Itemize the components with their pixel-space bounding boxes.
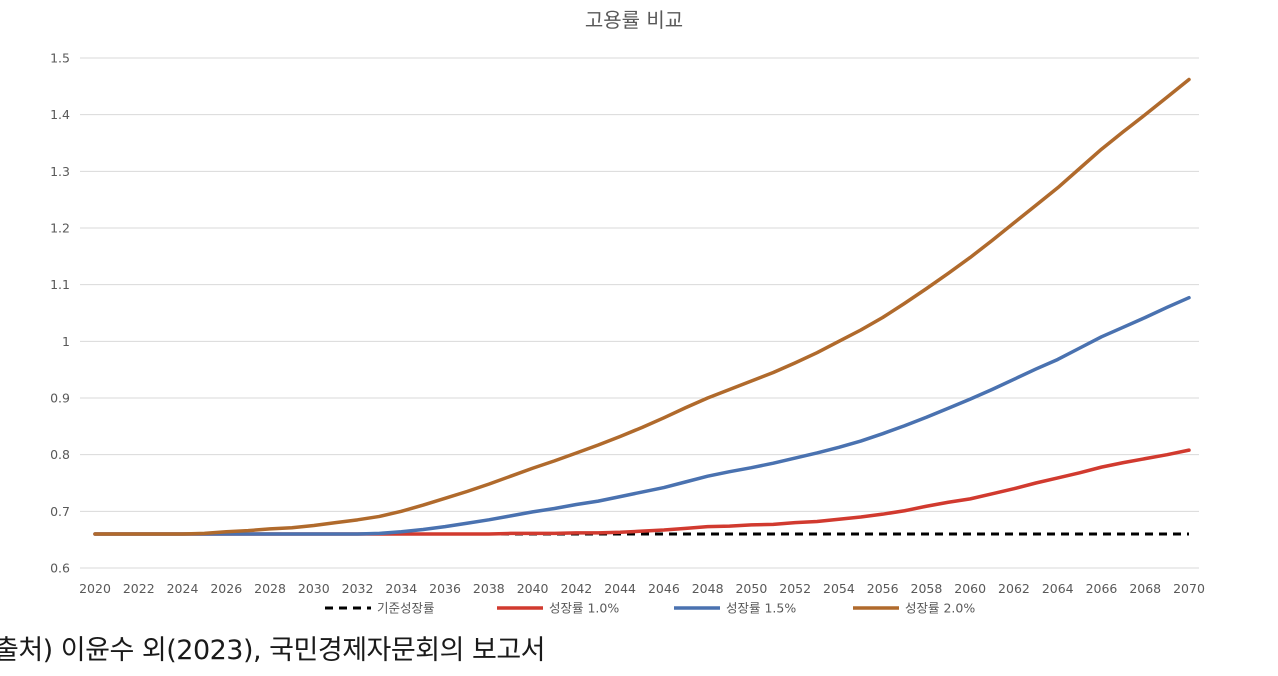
- y-tick-label: 0.8: [50, 447, 70, 462]
- source-note: 출처) 이윤수 외(2023), 국민경제자문회의 보고서: [0, 635, 546, 666]
- x-tick-label: 2068: [1129, 581, 1161, 596]
- x-tick-label: 2052: [779, 581, 811, 596]
- series-line-2: [93, 295, 1191, 536]
- x-tick-label: 2030: [298, 581, 330, 596]
- x-tick-label: 2020: [79, 581, 111, 596]
- y-tick-label: 0.9: [50, 391, 70, 406]
- x-tick-label: 2054: [823, 581, 855, 596]
- legend-label-0: 기준성장률: [377, 601, 435, 616]
- x-tick-label: 2036: [429, 581, 461, 596]
- y-tick-label: 1.1: [50, 277, 70, 292]
- x-tick-label: 2048: [692, 581, 724, 596]
- y-tick-label: 1.4: [50, 107, 70, 122]
- x-tick-label: 2042: [560, 581, 592, 596]
- chart-title: 고용률 비교: [585, 8, 683, 32]
- legend-label-1: 성장률 1.0%: [549, 601, 619, 616]
- x-tick-label: 2024: [167, 581, 199, 596]
- y-tick-label: 0.7: [50, 504, 70, 519]
- legend-label-3: 성장률 2.0%: [905, 601, 975, 616]
- y-tick-label: 1: [62, 334, 70, 349]
- series-lines: [93, 77, 1191, 536]
- chart-area: 고용률 비교 0.6 0.7 0.8 0.9 1 1.1 1.2 1.3 1.4 1.5 2020…: [50, 8, 1205, 616]
- y-axis-ticks: 0.6 0.7 0.8 0.9 1 1.1 1.2 1.3 1.4 1.5: [50, 51, 70, 576]
- x-tick-label: 2034: [385, 581, 417, 596]
- x-tick-label: 2032: [342, 581, 374, 596]
- x-tick-label: 2046: [648, 581, 680, 596]
- x-tick-label: 2028: [254, 581, 286, 596]
- x-axis-ticks: 2020 2022 2024 2026 2028 2030 2032 2034 2036 2038…: [79, 581, 1205, 596]
- y-tick-label: 1.5: [50, 51, 70, 66]
- legend: 기준성장률 성장률 1.0% 성장률 1.5% 성장률 2.0%: [325, 601, 975, 616]
- x-tick-label: 2026: [210, 581, 242, 596]
- line-chart: 고용률 비교 0.6 0.7 0.8 0.9 1 1.1 1.2 1.3 1.4 1.5 2020…: [50, 8, 1205, 616]
- x-tick-label: 2064: [1042, 581, 1074, 596]
- x-tick-label: 2058: [911, 581, 943, 596]
- y-tick-label: 1.2: [50, 221, 70, 236]
- x-tick-label: 2062: [998, 581, 1030, 596]
- x-tick-label: 2060: [954, 581, 986, 596]
- series-line-3: [93, 77, 1191, 536]
- x-tick-label: 2022: [123, 581, 155, 596]
- x-tick-label: 2038: [473, 581, 505, 596]
- gridlines: [80, 57, 1199, 569]
- y-tick-label: 0.6: [50, 561, 70, 576]
- y-tick-label: 1.3: [50, 164, 70, 179]
- x-tick-label: 2040: [517, 581, 549, 596]
- legend-label-2: 성장률 1.5%: [726, 601, 796, 616]
- x-tick-label: 2066: [1086, 581, 1118, 596]
- x-tick-label: 2070: [1173, 581, 1205, 596]
- x-tick-label: 2050: [735, 581, 767, 596]
- x-tick-label: 2044: [604, 581, 636, 596]
- x-tick-label: 2056: [867, 581, 899, 596]
